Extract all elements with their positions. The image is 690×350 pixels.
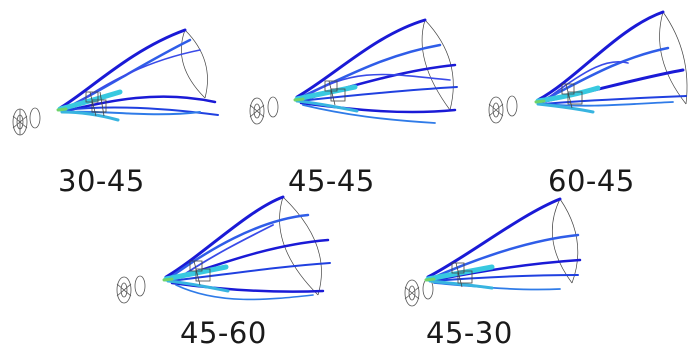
vortex-generator bbox=[85, 91, 107, 117]
fan-icon bbox=[488, 95, 518, 124]
panel-label: 45-45 bbox=[288, 164, 375, 198]
streamlines bbox=[534, 10, 687, 114]
streamline-plot-30-45 bbox=[0, 20, 230, 140]
streamlines bbox=[162, 195, 331, 301]
vortex-generator bbox=[561, 83, 583, 109]
streamline-plot-45-30 bbox=[400, 195, 600, 310]
vortex-generator bbox=[451, 262, 473, 288]
streamline-plot-45-60 bbox=[108, 195, 348, 310]
panel-label: 45-30 bbox=[426, 316, 513, 350]
fan-icon bbox=[404, 278, 434, 307]
cone-outline bbox=[421, 19, 454, 111]
fan-icon bbox=[116, 275, 146, 304]
panel-label: 45-60 bbox=[180, 316, 267, 350]
vortex-generator bbox=[324, 80, 346, 106]
panel-label: 60-45 bbox=[548, 164, 635, 198]
cone-outline bbox=[551, 198, 579, 284]
fan-icon bbox=[249, 96, 279, 125]
streamlines bbox=[293, 18, 458, 124]
cone-outline bbox=[659, 11, 688, 105]
streamlines bbox=[424, 197, 582, 291]
streamlines bbox=[56, 28, 219, 122]
fan-icon bbox=[12, 107, 41, 136]
cone-outline bbox=[181, 29, 208, 99]
streamline-plot-45-45 bbox=[235, 15, 465, 140]
vortex-generator bbox=[189, 260, 211, 286]
streamline-plot-60-45 bbox=[478, 8, 690, 140]
panel-label: 30-45 bbox=[58, 164, 145, 198]
